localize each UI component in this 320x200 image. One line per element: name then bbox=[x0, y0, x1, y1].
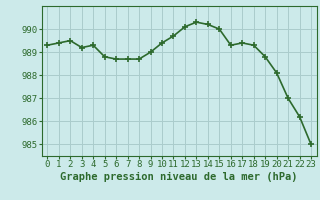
X-axis label: Graphe pression niveau de la mer (hPa): Graphe pression niveau de la mer (hPa) bbox=[60, 172, 298, 182]
